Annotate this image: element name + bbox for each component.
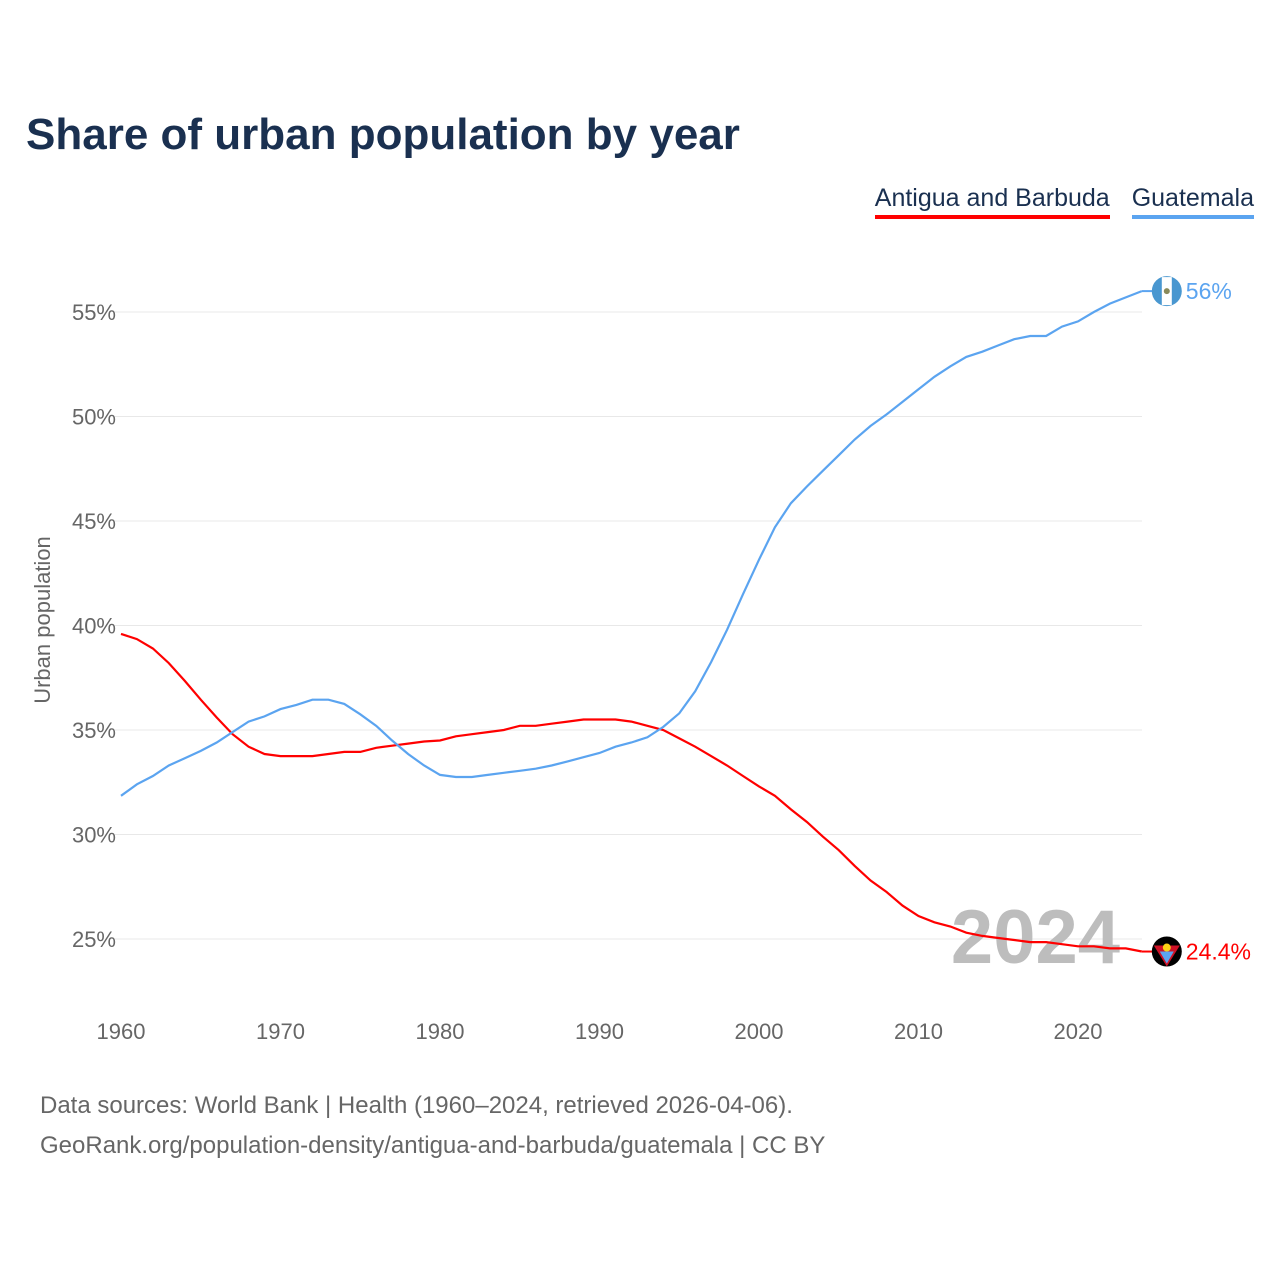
y-tick-label: 35% bbox=[72, 718, 116, 743]
y-axis-label: Urban population bbox=[30, 536, 55, 704]
x-tick-label: 2010 bbox=[894, 1019, 943, 1044]
x-tick-label: 1980 bbox=[416, 1019, 465, 1044]
end-value-label: 24.4% bbox=[1186, 939, 1251, 965]
data-source: Data sources: World Bank | Health (1960–… bbox=[40, 1092, 793, 1119]
y-tick-label: 25% bbox=[72, 927, 116, 952]
source-url[interactable]: GeoRank.org/population-density/antigua-a… bbox=[40, 1132, 826, 1159]
x-tick-label: 1960 bbox=[97, 1019, 146, 1044]
series-line-guatemala bbox=[120, 290, 1143, 797]
year-watermark: 2024 bbox=[951, 895, 1120, 980]
chart-title: Share of urban population by year bbox=[26, 110, 740, 159]
x-tick-label: 1990 bbox=[575, 1019, 624, 1044]
y-tick-label: 40% bbox=[72, 614, 116, 639]
y-tick-label: 45% bbox=[72, 509, 116, 534]
x-tick-label: 2020 bbox=[1054, 1019, 1103, 1044]
legend-antigua[interactable]: Antigua and Barbuda bbox=[874, 184, 1110, 219]
legend: Antigua and Barbuda Guatemala bbox=[874, 184, 1254, 219]
x-tick-label: 2000 bbox=[735, 1019, 784, 1044]
y-tick-label: 55% bbox=[72, 300, 116, 325]
flag-antigua-icon bbox=[1159, 951, 1174, 964]
end-value-label: 56% bbox=[1186, 278, 1232, 304]
y-tick-label: 50% bbox=[72, 405, 116, 430]
x-tick-label: 1970 bbox=[256, 1019, 305, 1044]
y-tick-label: 30% bbox=[72, 823, 116, 848]
flag-antigua-icon bbox=[1162, 943, 1171, 952]
legend-guatemala[interactable]: Guatemala bbox=[1131, 184, 1254, 219]
series-line-antigua bbox=[120, 632, 1143, 953]
flag-guatemala-icon bbox=[1163, 288, 1170, 295]
footer: Data sources: World Bank | Health (1960–… bbox=[40, 1086, 825, 1166]
